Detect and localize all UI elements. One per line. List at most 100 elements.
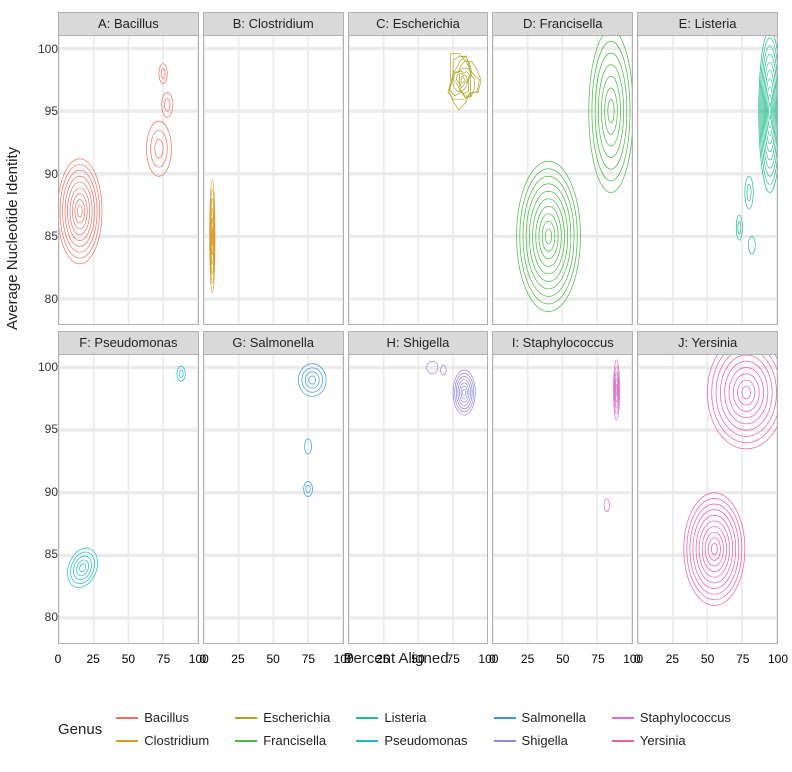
x-tick-label: 25 <box>228 652 248 666</box>
legend-swatch <box>612 717 634 719</box>
legend-item-staphylococcus: Staphylococcus <box>612 710 731 725</box>
x-tick-label: 25 <box>373 652 393 666</box>
x-axis-ticks: 0255075100025507510002550751000255075100… <box>58 652 778 668</box>
legend-swatch <box>116 717 138 719</box>
legend-label: Pseudomonas <box>384 733 467 748</box>
legend-swatch <box>235 740 257 742</box>
legend-label: Listeria <box>384 710 426 725</box>
facet-strip: G: Salmonella <box>203 331 344 355</box>
x-tick-label: 0 <box>482 652 502 666</box>
facet-strip: D: Francisella <box>492 12 633 36</box>
legend: Genus Bacillus Clostridium Escherichia Fran… <box>58 694 778 764</box>
legend-item-bacillus: Bacillus <box>116 710 209 725</box>
x-tick-label: 100 <box>768 652 788 666</box>
y-tick-label: 85 <box>45 547 58 561</box>
facet-J: J: Yersinia <box>637 331 778 644</box>
facet-panel <box>348 355 489 644</box>
x-tick-label: 0 <box>48 652 68 666</box>
legend-swatch <box>612 740 634 742</box>
x-tick-label: 50 <box>118 652 138 666</box>
x-tick-label: 75 <box>154 652 174 666</box>
y-tick-label: 95 <box>45 422 58 436</box>
legend-label: Clostridium <box>144 733 209 748</box>
legend-label: Staphylococcus <box>640 710 731 725</box>
legend-swatch <box>235 717 257 719</box>
legend-item-escherichia: Escherichia <box>235 710 330 725</box>
facet-strip: J: Yersinia <box>637 331 778 355</box>
facet-panel <box>58 36 199 325</box>
legend-item-listeria: Listeria <box>356 710 467 725</box>
x-tick-label: 50 <box>698 652 718 666</box>
x-tick-label: 25 <box>662 652 682 666</box>
facet-panel <box>203 355 344 644</box>
facet-panel <box>58 355 199 644</box>
facet-strip: I: Staphylococcus <box>492 331 633 355</box>
legend-label: Francisella <box>263 733 326 748</box>
facet-C: C: Escherichia <box>348 12 489 325</box>
legend-item-salmonella: Salmonella <box>494 710 586 725</box>
figure: Average Nucleotide Identity Percent Alig… <box>0 0 792 772</box>
y-axis-ticks-bottom: 80 85 90 95 100 <box>28 330 58 640</box>
facet-panel <box>203 36 344 325</box>
facet-panel <box>637 36 778 325</box>
facet-panel <box>348 36 489 325</box>
legend-swatch <box>494 717 516 719</box>
legend-item-shigella: Shigella <box>494 733 586 748</box>
x-tick-label: 0 <box>338 652 358 666</box>
y-tick-label: 100 <box>38 42 58 56</box>
legend-swatch <box>356 717 378 719</box>
facet-panel <box>492 36 633 325</box>
x-tick-label: 75 <box>298 652 318 666</box>
facet-E: E: Listeria <box>637 12 778 325</box>
legend-item-clostridium: Clostridium <box>116 733 209 748</box>
legend-swatch <box>356 740 378 742</box>
facet-strip: A: Bacillus <box>58 12 199 36</box>
facet-B: B: Clostridium <box>203 12 344 325</box>
legend-item-yersinia: Yersinia <box>612 733 731 748</box>
x-tick-label: 75 <box>443 652 463 666</box>
facet-row-1: A: BacillusB: ClostridiumC: EscherichiaD… <box>58 12 778 325</box>
x-tick-label: 75 <box>588 652 608 666</box>
y-tick-label: 80 <box>45 292 58 306</box>
x-tick-label: 50 <box>553 652 573 666</box>
facet-strip: B: Clostridium <box>203 12 344 36</box>
facet-D: D: Francisella <box>492 12 633 325</box>
legend-items: Bacillus Clostridium Escherichia Francisell… <box>116 710 731 748</box>
legend-swatch <box>116 740 138 742</box>
y-axis-ticks-top: 80 85 90 95 100 <box>28 12 58 322</box>
facet-G: G: Salmonella <box>203 331 344 644</box>
facet-F: F: Pseudomonas <box>58 331 199 644</box>
legend-swatch <box>494 740 516 742</box>
y-axis-label: Average Nucleotide Identity <box>4 147 21 330</box>
facet-I: I: Staphylococcus <box>492 331 633 644</box>
legend-label: Bacillus <box>144 710 189 725</box>
facet-row-2: F: PseudomonasG: SalmonellaH: ShigellaI:… <box>58 331 778 644</box>
facet-strip: C: Escherichia <box>348 12 489 36</box>
legend-item-pseudomonas: Pseudomonas <box>356 733 467 748</box>
facet-strip: E: Listeria <box>637 12 778 36</box>
x-tick-label: 75 <box>733 652 753 666</box>
x-tick-label: 25 <box>83 652 103 666</box>
x-tick-label: 0 <box>193 652 213 666</box>
legend-label: Yersinia <box>640 733 686 748</box>
facet-strip: F: Pseudomonas <box>58 331 199 355</box>
legend-item-francisella: Francisella <box>235 733 330 748</box>
y-tick-label: 90 <box>45 485 58 499</box>
x-tick-label: 50 <box>263 652 283 666</box>
y-tick-label: 100 <box>38 360 58 374</box>
x-tick-label: 50 <box>408 652 428 666</box>
y-tick-label: 85 <box>45 229 58 243</box>
plot-area: A: BacillusB: ClostridiumC: EscherichiaD… <box>58 12 778 650</box>
y-tick-label: 95 <box>45 104 58 118</box>
legend-label: Salmonella <box>522 710 586 725</box>
facet-H: H: Shigella <box>348 331 489 644</box>
facet-strip: H: Shigella <box>348 331 489 355</box>
legend-label: Escherichia <box>263 710 330 725</box>
y-tick-label: 90 <box>45 167 58 181</box>
facet-panel <box>492 355 633 644</box>
y-tick-label: 80 <box>45 610 58 624</box>
legend-title: Genus <box>58 721 102 738</box>
x-tick-label: 0 <box>627 652 647 666</box>
x-tick-label: 25 <box>518 652 538 666</box>
facet-A: A: Bacillus <box>58 12 199 325</box>
